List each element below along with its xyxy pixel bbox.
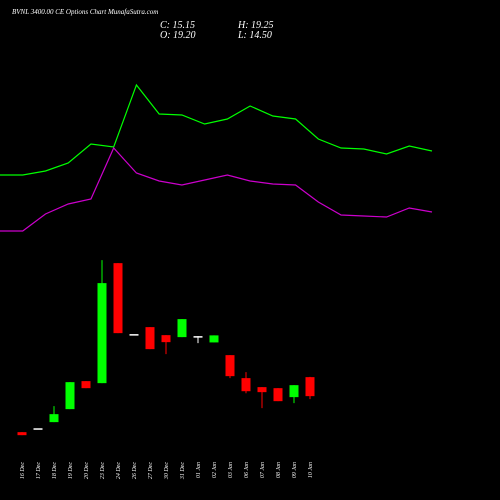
x-tick-label: 30 Dec — [164, 462, 170, 480]
info-open: O: 19.20 — [160, 30, 196, 41]
x-tick-label: 20 Dec — [84, 462, 90, 479]
x-tick-label: 09 Jan — [292, 462, 298, 478]
indicator-line — [0, 146, 433, 232]
candle-body — [17, 432, 27, 436]
x-tick-label: 02 Jan — [212, 462, 218, 478]
candle-body — [193, 336, 203, 338]
x-tick-label: 06 Jan — [244, 462, 250, 478]
info-high: H: 19.25 — [237, 20, 274, 31]
candle-body — [161, 335, 171, 343]
x-tick-label: 27 Dec — [148, 462, 154, 479]
candle-body — [33, 428, 43, 430]
x-tick-label: 19 Dec — [68, 462, 74, 479]
candle-body — [113, 263, 123, 334]
x-tick-label: 26 Dec — [132, 462, 138, 479]
candle-body — [65, 382, 75, 410]
x-tick-label: 01 Jan — [196, 462, 202, 478]
info-low: L: 14.50 — [237, 30, 272, 41]
x-tick-label: 16 Dec — [20, 462, 26, 479]
candle-body — [209, 335, 219, 343]
candle-body — [273, 388, 283, 402]
x-tick-label: 08 Jan — [276, 462, 282, 478]
x-tick-label: 18 Dec — [52, 462, 58, 479]
candle-body — [145, 327, 155, 350]
candle-body — [257, 387, 267, 393]
x-tick-label: 07 Jan — [260, 462, 266, 478]
candle-body — [289, 385, 299, 398]
x-tick-label: 17 Dec — [36, 462, 42, 479]
candle-body — [305, 377, 315, 397]
candle-body — [97, 283, 107, 384]
candle-body — [129, 334, 139, 336]
x-tick-label: 10 Jan — [308, 462, 314, 478]
candle-body — [225, 355, 235, 377]
x-tick-label: 31 Dec — [180, 462, 186, 480]
chart-title: BVNL 3400.00 CE Options Chart MunafaSutr… — [12, 8, 158, 16]
info-close: C: 15.15 — [160, 20, 195, 31]
candle-body — [49, 414, 59, 423]
candle-body — [177, 319, 187, 338]
indicator-line — [0, 83, 433, 176]
x-tick-label: 24 Dec — [115, 462, 122, 479]
x-tick-label: 03 Jan — [228, 462, 234, 478]
x-tick-label: 23 Dec — [100, 462, 106, 479]
candle-body — [241, 378, 251, 392]
candle-body — [81, 381, 91, 389]
